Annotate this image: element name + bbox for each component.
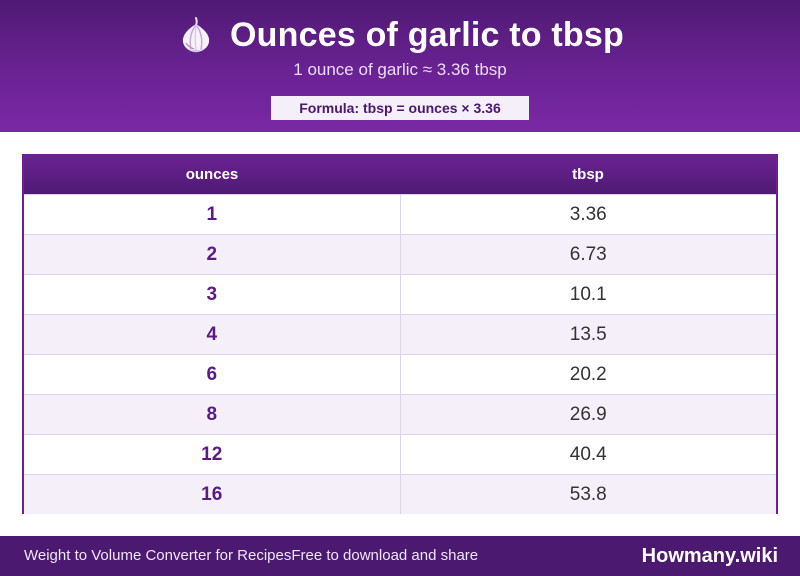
conversion-table: ounces tbsp 1 3.36 2 6.73 3 10.1 4 13.5 … (22, 154, 778, 514)
ounces-cell: 3 (24, 275, 401, 314)
title-row: Ounces of garlic to tbsp (0, 14, 800, 56)
header-banner: Ounces of garlic to tbsp 1 ounce of garl… (0, 0, 800, 132)
column-header-ounces: ounces (185, 166, 239, 183)
ounces-cell: 4 (24, 315, 401, 354)
brand-logo[interactable]: Howmany.wiki (641, 545, 778, 567)
garlic-icon (176, 15, 216, 55)
table-row: 8 26.9 (24, 394, 776, 434)
tbsp-cell: 53.8 (569, 484, 607, 505)
tbsp-cell: 40.4 (569, 444, 607, 465)
conversion-subtitle: 1 ounce of garlic ≈ 3.36 tbsp (293, 60, 507, 79)
column-header-tbsp: tbsp (572, 166, 604, 183)
ounces-cell: 16 (24, 475, 401, 514)
table-row: 1 3.36 (24, 194, 776, 234)
tbsp-cell: 10.1 (569, 284, 607, 305)
table-row: 4 13.5 (24, 314, 776, 354)
ounces-cell: 6 (24, 355, 401, 394)
ounces-cell: 12 (24, 435, 401, 474)
ounces-cell: 2 (24, 235, 401, 274)
tbsp-cell: 13.5 (569, 324, 607, 345)
footer-tagline: Weight to Volume Converter for RecipesFr… (24, 547, 479, 564)
formula-badge: Formula: tbsp = ounces × 3.36 (271, 96, 529, 120)
page-title: Ounces of garlic to tbsp (230, 16, 624, 54)
table-row: 16 53.8 (24, 474, 776, 514)
table-row: 12 40.4 (24, 434, 776, 474)
table-row: 2 6.73 (24, 234, 776, 274)
ounces-cell: 8 (24, 395, 401, 434)
table-row: 3 10.1 (24, 274, 776, 314)
ounces-cell: 1 (24, 195, 401, 234)
tbsp-cell: 3.36 (569, 204, 607, 225)
table-header: ounces tbsp (24, 156, 776, 194)
footer-bar: Weight to Volume Converter for RecipesFr… (0, 536, 800, 576)
table-row: 6 20.2 (24, 354, 776, 394)
tbsp-cell: 20.2 (569, 364, 607, 385)
tbsp-cell: 26.9 (569, 404, 607, 425)
tbsp-cell: 6.73 (569, 244, 607, 265)
